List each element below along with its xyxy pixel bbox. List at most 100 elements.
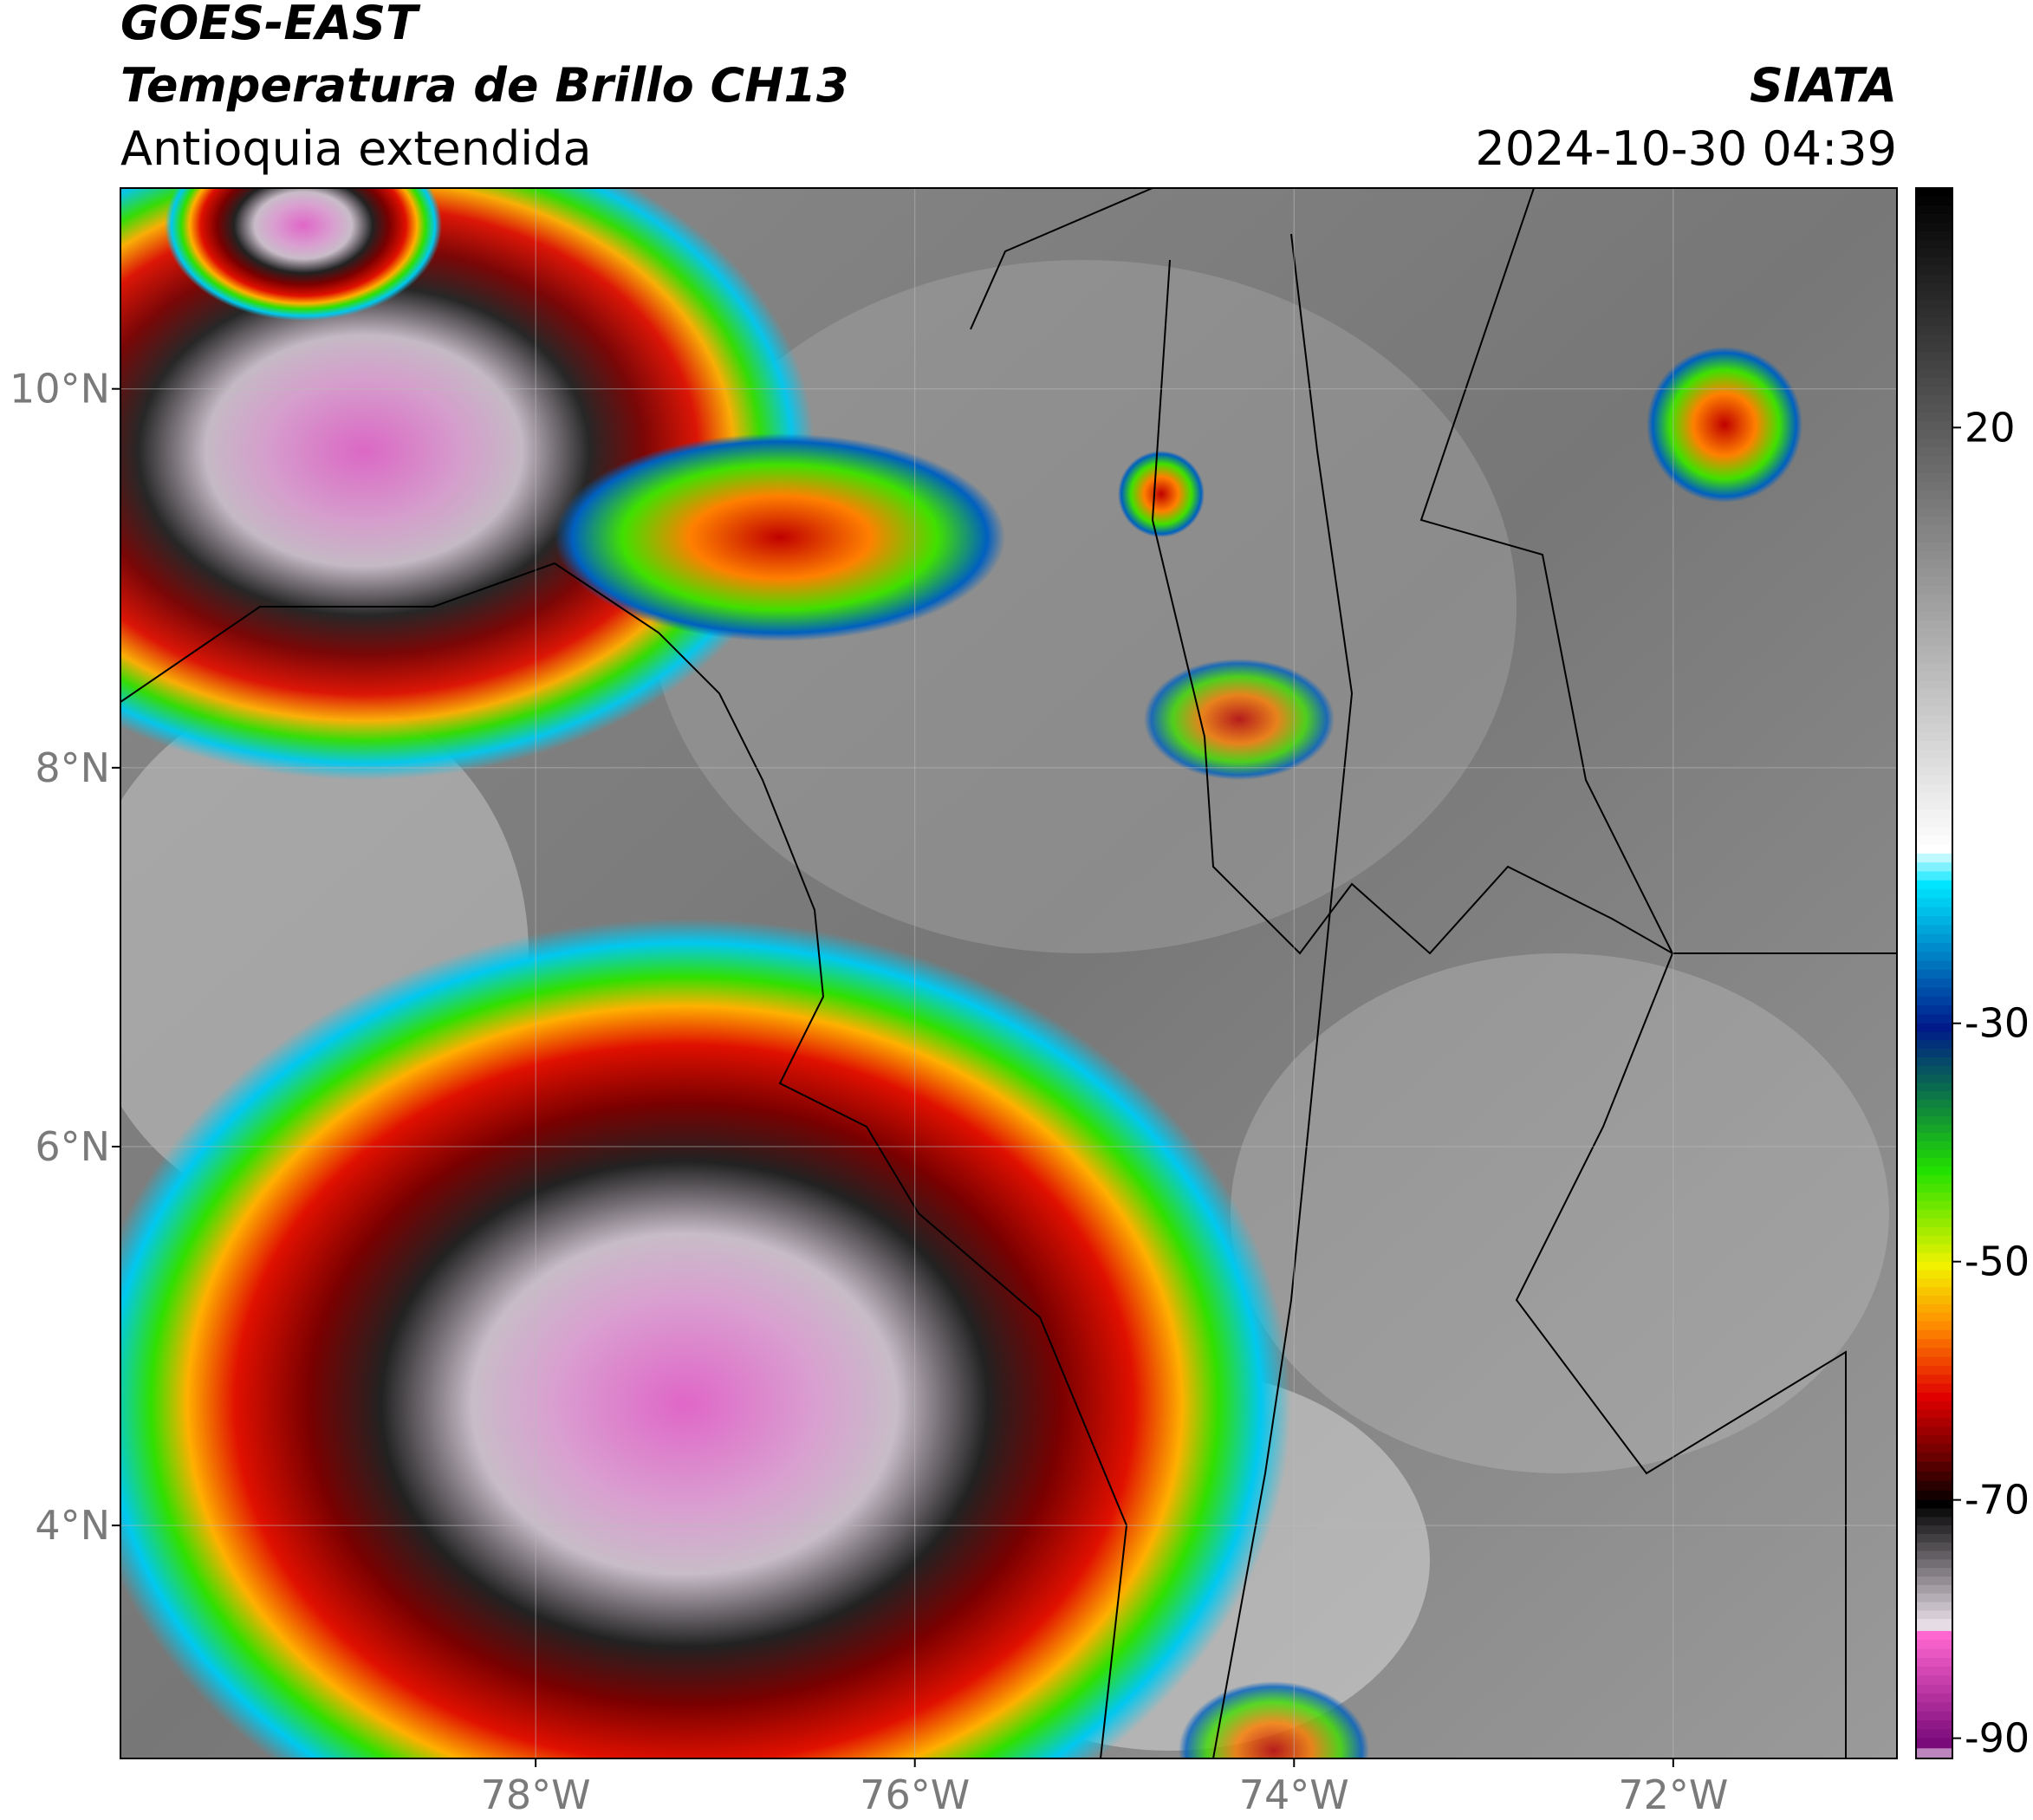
colorbar-segment	[1916, 1584, 1952, 1595]
colorbar-segment	[1916, 1183, 1952, 1193]
colorbar-segment	[1916, 1702, 1952, 1713]
colorbar-segment	[1916, 516, 1952, 526]
colorbar-segment	[1916, 1729, 1952, 1739]
colorbar-segment	[1916, 387, 1952, 396]
x-tick-label: 72°W	[1618, 1771, 1728, 1818]
colorbar-segment	[1916, 1049, 1952, 1058]
storm	[120, 188, 815, 780]
colorbar-segment	[1916, 507, 1952, 517]
colorbar-segment	[1916, 1133, 1952, 1142]
storm-cell	[1647, 347, 1802, 503]
colorbar-segment	[1916, 853, 1952, 863]
colorbar-segment	[1916, 1409, 1952, 1419]
x-tick-label: 76°W	[860, 1771, 970, 1818]
colorbar-segment	[1916, 689, 1952, 699]
colorbar-segment	[1916, 542, 1952, 552]
colorbar-segment	[1916, 1602, 1952, 1611]
colorbar-segment	[1916, 933, 1952, 944]
y-tick-label: 6°N	[35, 1123, 110, 1170]
colorbar-segment	[1916, 757, 1952, 768]
colorbar-segment	[1916, 809, 1952, 820]
colorbar-segment	[1916, 835, 1952, 846]
colorbar-segment	[1916, 740, 1952, 751]
colorbar-segment	[1916, 1648, 1952, 1659]
colorbar-segment	[1916, 421, 1952, 431]
colorbar-segment	[1916, 1141, 1952, 1151]
colorbar-segment	[1916, 862, 1952, 873]
colorbar-segment	[1916, 731, 1952, 742]
border	[970, 188, 1153, 330]
colorbar-segment	[1916, 222, 1952, 232]
colorbar-segment	[1916, 1499, 1952, 1510]
colorbar-segment	[1916, 1348, 1952, 1358]
colorbar-segment	[1916, 871, 1952, 881]
colorbar-segment	[1916, 766, 1952, 777]
colorbar-segment	[1916, 844, 1952, 855]
colorbar-segment	[1916, 620, 1952, 629]
storm-cell	[1118, 451, 1205, 537]
colorbar-segment	[1916, 792, 1952, 803]
colorbar-segment	[1916, 1040, 1952, 1050]
colorbar-segment	[1916, 1321, 1952, 1331]
colorbar-segment	[1916, 335, 1952, 345]
colorbar-segment	[1916, 637, 1952, 647]
colorbar-segment	[1916, 1082, 1952, 1092]
colorbar-segment	[1916, 1610, 1952, 1620]
colorbar-tick-label: -70	[1965, 1477, 2030, 1524]
colorbar-segment	[1916, 524, 1952, 535]
colorbar-segment	[1916, 205, 1952, 215]
colorbar-segment	[1916, 1375, 1952, 1385]
colorbar-segment	[1916, 1640, 1952, 1650]
colorbar-segment	[1916, 1356, 1952, 1367]
colorbar-segment	[1916, 646, 1952, 655]
colorbar-segment	[1916, 1550, 1952, 1561]
colorbar-segment	[1916, 1278, 1952, 1288]
colorbar-segment	[1916, 1427, 1952, 1436]
colorbar-segment	[1916, 602, 1952, 613]
colorbar-segment	[1916, 1065, 1952, 1076]
colorbar-segment	[1916, 1166, 1952, 1176]
colorbar-segment	[1916, 1748, 1952, 1759]
colorbar-segment	[1916, 559, 1952, 569]
colorbar-segment	[1916, 231, 1952, 241]
colorbar-segment	[1916, 1074, 1952, 1084]
colorbar-segment	[1916, 1158, 1952, 1167]
colorbar-segment	[1916, 274, 1952, 284]
colorbar-segment	[1916, 1542, 1952, 1552]
colorbar-segment	[1916, 698, 1952, 707]
colorbar-segment	[1916, 1108, 1952, 1117]
colorbar-segment	[1916, 1270, 1952, 1279]
colorbar-segment	[1916, 1630, 1952, 1641]
colorbar-tick-label: -90	[1965, 1715, 2030, 1762]
colorbar-segment	[1916, 550, 1952, 561]
colorbar-segment	[1916, 369, 1952, 379]
storm-cell	[1144, 659, 1335, 780]
colorbar-segment	[1916, 1517, 1952, 1526]
datetime: 2024-10-30 04:39	[1475, 121, 1897, 176]
colorbar-segment	[1916, 1252, 1952, 1263]
border	[1419, 188, 1847, 1758]
colorbar-segment	[1916, 978, 1952, 989]
colorbar-segment	[1916, 1209, 1952, 1219]
colorbar-segment	[1916, 1099, 1952, 1108]
x-tick-label: 74°W	[1239, 1771, 1349, 1818]
colorbar-segment	[1916, 1312, 1952, 1323]
colorbar-segment	[1916, 447, 1952, 457]
colorbar-segment	[1916, 464, 1952, 474]
colorbar-segment	[1916, 1124, 1952, 1134]
colorbar-segment	[1916, 413, 1952, 422]
colorbar-segment	[1916, 309, 1952, 319]
colorbar-segment	[1916, 706, 1952, 716]
colorbar-segment	[1916, 1115, 1952, 1126]
colorbar-segment	[1916, 827, 1952, 837]
colorbar-segment	[1916, 723, 1952, 733]
colorbar-segment	[1916, 996, 1952, 1006]
colorbar-segment	[1916, 472, 1952, 483]
y-tick-label: 4°N	[35, 1502, 110, 1549]
cloud	[650, 260, 1517, 953]
colorbar-segment	[1916, 300, 1952, 310]
y-tick-label: 10°N	[10, 366, 110, 413]
colorbar-segment	[1916, 395, 1952, 405]
colorbar-segment	[1916, 1192, 1952, 1202]
